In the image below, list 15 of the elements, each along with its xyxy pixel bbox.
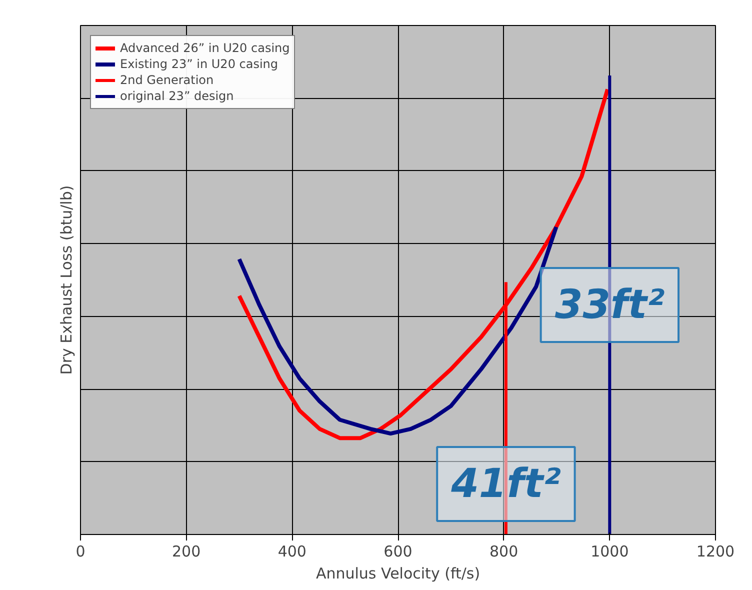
legend-label: original 23” design [120, 88, 234, 104]
x-tick-label: 400 [278, 542, 306, 560]
x-axis-title: Annulus Velocity (ft/s) [316, 564, 480, 582]
legend-label: Existing 23” in U20 casing [120, 56, 278, 72]
x-tick-label: 0 [76, 542, 86, 560]
annotation: 33ft² [554, 282, 665, 328]
x-tick-label: 1200 [696, 542, 735, 560]
x-tick-label: 800 [490, 542, 518, 560]
x-tick-label: 600 [384, 542, 412, 560]
legend-label: Advanced 26” in U20 casing [120, 40, 290, 56]
y-axis-title: Dry Exhaust Loss (btu/lb) [58, 185, 76, 375]
x-tick-label: 1000 [590, 542, 629, 560]
x-tick-label: 200 [172, 542, 201, 560]
legend-label: 2nd Generation [120, 72, 214, 88]
annotation: 41ft² [450, 461, 562, 508]
